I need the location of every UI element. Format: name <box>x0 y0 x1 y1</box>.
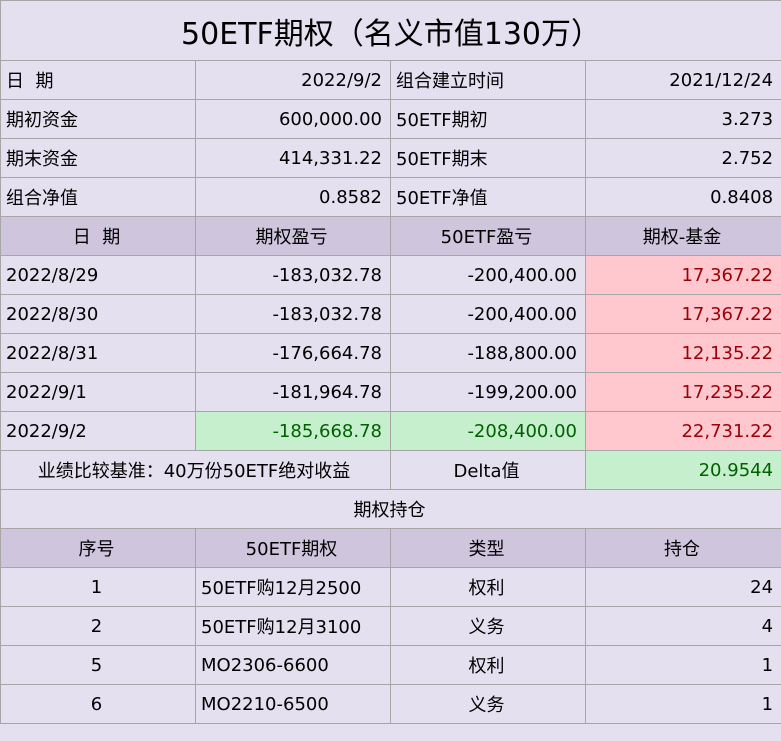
position-qty[interactable]: 24 <box>584 567 781 607</box>
date-label: 日 期 <box>0 60 196 100</box>
table-row: 2022/8/30 -183,032.78 -200,400.00 17,367… <box>0 294 781 334</box>
info-row-nav: 组合净值 0.8582 50ETF净值 0.8408 <box>0 177 781 217</box>
delta-value[interactable]: 20.9544 <box>584 450 781 490</box>
pnl-header-row: 日 期 期权盈亏 50ETF盈亏 期权-基金 <box>0 216 781 256</box>
table-row: 1 50ETF购12月2500 权利 24 <box>0 567 781 607</box>
table-row: 2022/9/2 -185,668.78 -208,400.00 22,731.… <box>0 411 781 451</box>
date-value[interactable]: 2022/9/2 <box>195 60 391 100</box>
pnl-header-date: 日 期 <box>0 216 196 256</box>
pnl-header-option: 期权盈亏 <box>195 216 391 256</box>
positions-header-no: 序号 <box>0 528 196 568</box>
option-minus-fund[interactable]: 22,731.22 <box>584 411 781 451</box>
position-type[interactable]: 义务 <box>390 606 586 646</box>
table-row: 5 MO2306-6600 权利 1 <box>0 645 781 685</box>
pnl-date[interactable]: 2022/9/1 <box>0 372 196 412</box>
option-minus-fund[interactable]: 17,235.22 <box>584 372 781 412</box>
final-fund-label: 期末资金 <box>0 138 196 178</box>
table-row: 6 MO2210-6500 义务 1 <box>0 684 781 724</box>
option-pnl[interactable]: -183,032.78 <box>195 294 391 334</box>
position-option[interactable]: MO2210-6500 <box>195 684 391 724</box>
position-type[interactable]: 权利 <box>390 567 586 607</box>
option-pnl[interactable]: -176,664.78 <box>195 333 391 373</box>
pnl-date[interactable]: 2022/8/31 <box>0 333 196 373</box>
etf-pnl[interactable]: -200,400.00 <box>390 294 586 334</box>
etf-pnl[interactable]: -208,400.00 <box>390 411 586 451</box>
build-time-value[interactable]: 2021/12/24 <box>584 60 781 100</box>
pnl-date[interactable]: 2022/9/2 <box>0 411 196 451</box>
option-minus-fund[interactable]: 17,367.22 <box>584 294 781 334</box>
position-type[interactable]: 权利 <box>390 645 586 685</box>
positions-section-title: 期权持仓 <box>0 489 781 529</box>
pnl-date[interactable]: 2022/8/30 <box>0 294 196 334</box>
positions-header-qty: 持仓 <box>584 528 781 568</box>
table-row: 2022/9/1 -181,964.78 -199,200.00 17,235.… <box>0 372 781 412</box>
info-row-date: 日 期 2022/9/2 组合建立时间 2021/12/24 <box>0 60 781 100</box>
positions-header-row: 序号 50ETF期权 类型 持仓 <box>0 528 781 568</box>
positions-title-row: 期权持仓 <box>0 489 781 529</box>
pnl-header-diff: 期权-基金 <box>584 216 781 256</box>
option-minus-fund[interactable]: 12,135.22 <box>584 333 781 373</box>
final-fund-value[interactable]: 414,331.22 <box>195 138 391 178</box>
position-no[interactable]: 2 <box>0 606 196 646</box>
position-no[interactable]: 1 <box>0 567 196 607</box>
position-no[interactable]: 6 <box>0 684 196 724</box>
initial-fund-label: 期初资金 <box>0 99 196 139</box>
position-type[interactable]: 义务 <box>390 684 586 724</box>
pnl-header-etf: 50ETF盈亏 <box>390 216 586 256</box>
portfolio-sheet: 50ETF期权（名义市值130万） 日 期 2022/9/2 组合建立时间 20… <box>0 0 781 724</box>
table-row: 2022/8/31 -176,664.78 -188,800.00 12,135… <box>0 333 781 373</box>
position-no[interactable]: 5 <box>0 645 196 685</box>
title-row: 50ETF期权（名义市值130万） <box>0 0 781 61</box>
position-option[interactable]: 50ETF购12月3100 <box>195 606 391 646</box>
build-time-label: 组合建立时间 <box>390 60 586 100</box>
position-qty[interactable]: 1 <box>584 684 781 724</box>
etf-final-value[interactable]: 2.752 <box>584 138 781 178</box>
etf-nav-value[interactable]: 0.8408 <box>584 177 781 217</box>
initial-fund-value[interactable]: 600,000.00 <box>195 99 391 139</box>
option-pnl[interactable]: -185,668.78 <box>195 411 391 451</box>
position-option[interactable]: 50ETF购12月2500 <box>195 567 391 607</box>
table-row: 2 50ETF购12月3100 义务 4 <box>0 606 781 646</box>
etf-pnl[interactable]: -200,400.00 <box>390 255 586 295</box>
benchmark-row: 业绩比较基准：40万份50ETF绝对收益 Delta值 20.9544 <box>0 450 781 490</box>
etf-initial-value[interactable]: 3.273 <box>584 99 781 139</box>
info-row-initial: 期初资金 600,000.00 50ETF期初 3.273 <box>0 99 781 139</box>
info-row-final: 期末资金 414,331.22 50ETF期末 2.752 <box>0 138 781 178</box>
pnl-date[interactable]: 2022/8/29 <box>0 255 196 295</box>
positions-header-type: 类型 <box>390 528 586 568</box>
etf-final-label: 50ETF期末 <box>390 138 586 178</box>
etf-initial-label: 50ETF期初 <box>390 99 586 139</box>
option-pnl[interactable]: -183,032.78 <box>195 255 391 295</box>
position-qty[interactable]: 1 <box>584 645 781 685</box>
nav-label: 组合净值 <box>0 177 196 217</box>
option-minus-fund[interactable]: 17,367.22 <box>584 255 781 295</box>
nav-value[interactable]: 0.8582 <box>195 177 391 217</box>
etf-nav-label: 50ETF净值 <box>390 177 586 217</box>
positions-header-option: 50ETF期权 <box>195 528 391 568</box>
delta-label: Delta值 <box>390 450 586 490</box>
etf-pnl[interactable]: -188,800.00 <box>390 333 586 373</box>
benchmark-label: 业绩比较基准：40万份50ETF绝对收益 <box>0 450 391 490</box>
position-option[interactable]: MO2306-6600 <box>195 645 391 685</box>
table-row: 2022/8/29 -183,032.78 -200,400.00 17,367… <box>0 255 781 295</box>
sheet-title: 50ETF期权（名义市值130万） <box>0 0 781 61</box>
position-qty[interactable]: 4 <box>584 606 781 646</box>
option-pnl[interactable]: -181,964.78 <box>195 372 391 412</box>
etf-pnl[interactable]: -199,200.00 <box>390 372 586 412</box>
